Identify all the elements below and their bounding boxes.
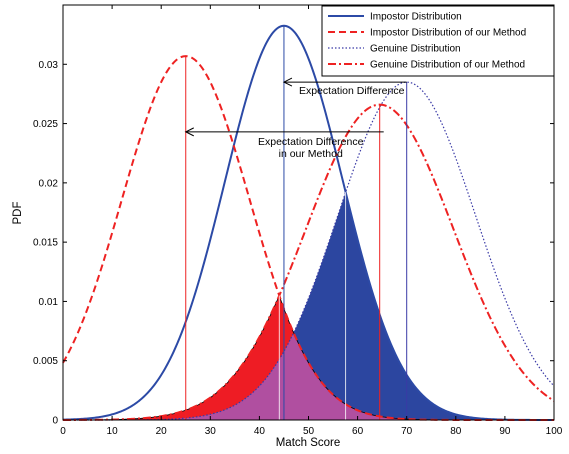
common-overlap-area [63, 333, 554, 420]
legend-entries: Impostor Distribution Impostor Distributi… [328, 12, 526, 71]
x-tick-label: 40 [254, 426, 266, 437]
expectation-difference-arrowhead [282, 77, 293, 87]
legend-label-4: Genuine Distribution of our Method [370, 60, 525, 71]
x-tick-label: 80 [450, 426, 462, 437]
expectation-annotations: Expectation Difference Expectation Diffe… [184, 77, 407, 160]
y-tick-label: 0.025 [33, 119, 58, 130]
legend: Impostor Distribution Impostor Distributi… [321, 5, 555, 77]
y-axis-ticks: 0 0.005 0.01 0.015 0.02 0.025 0.03 [33, 60, 554, 427]
x-tick-label: 60 [352, 426, 364, 437]
y-tick-label: 0.005 [33, 356, 58, 367]
x-axis-label: Match Score [276, 437, 341, 449]
legend-label-1: Impostor Distribution [370, 12, 462, 23]
x-tick-label: 90 [499, 426, 511, 437]
y-tick-label: 0.01 [39, 297, 59, 308]
x-tick-label: 100 [546, 426, 563, 437]
method-expectation-difference-label-line2: in our Method [279, 148, 343, 160]
legend-label-2: Impostor Distribution of our Method [370, 28, 526, 39]
y-tick-label: 0.015 [33, 238, 58, 249]
method-expectation-difference-label-line1: Expectation Difference [258, 136, 364, 148]
x-tick-label: 50 [303, 426, 315, 437]
x-tick-label: 0 [60, 426, 66, 437]
method-expectation-difference-arrowhead [184, 127, 194, 137]
series-line-1 [62, 24, 554, 421]
x-tick-label: 70 [401, 426, 413, 437]
y-tick-label: 0 [52, 416, 58, 427]
expectation-difference-label: Expectation Difference [299, 85, 405, 97]
series-line-4 [63, 103, 555, 421]
axes: 0 10 20 30 40 50 60 70 80 90 100 0 0.005 0.01 0.015 0.… [12, 4, 563, 449]
x-tick-label: 20 [156, 426, 168, 437]
x-axis-ticks: 0 10 20 30 40 50 60 70 80 90 100 [60, 5, 563, 437]
mean-markers [185, 25, 408, 420]
y-tick-label: 0.02 [39, 178, 59, 189]
original-overlap-area [63, 193, 554, 420]
x-tick-label: 30 [205, 426, 217, 437]
legend-label-3: Genuine Distribution [370, 44, 461, 55]
series-line-2 [62, 55, 554, 421]
y-axis-label: PDF [12, 202, 24, 225]
y-tick-label: 0.03 [39, 60, 59, 71]
x-tick-label: 10 [107, 426, 119, 437]
